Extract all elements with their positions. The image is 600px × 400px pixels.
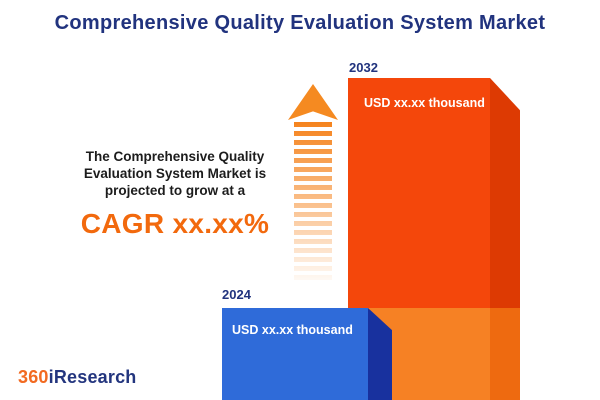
annotation-line-2: Evaluation System Market is bbox=[83, 166, 267, 181]
bar-2032-year-label: 2032 bbox=[349, 60, 378, 75]
brand-logo: 360iResearch bbox=[18, 367, 137, 388]
bar-2024-year-label: 2024 bbox=[222, 287, 251, 302]
arrow-head-icon bbox=[288, 84, 338, 120]
logo-research-text: iResearch bbox=[48, 367, 137, 387]
annotation-line-1: The Comprehensive Quality bbox=[85, 149, 265, 164]
bar-2032-side-base-segment bbox=[490, 308, 520, 400]
annotation-line-3: projected to grow at a bbox=[104, 183, 246, 198]
annotation: The Comprehensive Quality Evaluation Sys… bbox=[52, 148, 298, 240]
logo-360-text: 360 bbox=[18, 367, 49, 387]
bar-2032-side-face bbox=[490, 78, 520, 308]
arrow-striped-shaft-icon bbox=[294, 122, 332, 280]
bar-2032-value-label: USD xx.xx thousand bbox=[364, 96, 485, 110]
bar-2032-front-face bbox=[348, 78, 490, 308]
page-title: Comprehensive Quality Evaluation System … bbox=[54, 12, 546, 34]
bar-2024-value-label: USD xx.xx thousand bbox=[232, 323, 353, 337]
cagr-value: CAGR xx.xx% bbox=[80, 208, 270, 239]
bar-2024-front-face bbox=[222, 308, 368, 400]
